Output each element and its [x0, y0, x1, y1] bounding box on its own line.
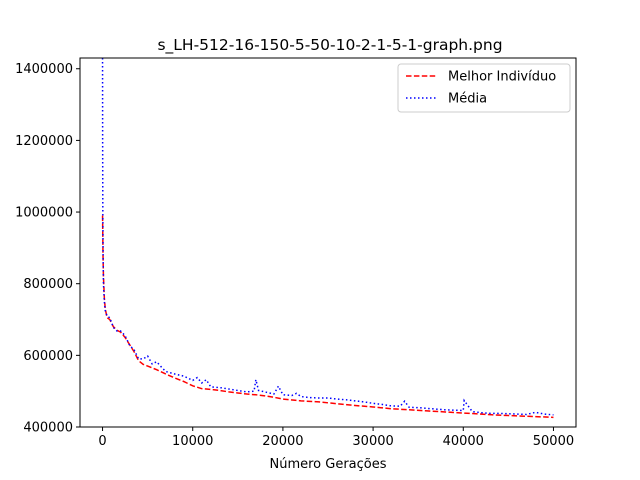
- y-tick-label: 400000: [23, 421, 73, 436]
- plot-area: [101, 57, 554, 419]
- x-axis-label: Número Gerações: [269, 457, 386, 472]
- y-tick-label: 1000000: [15, 206, 73, 221]
- y-tick-label: 800000: [23, 277, 73, 292]
- x-tick-label: 40000: [443, 434, 484, 449]
- x-tick-label: 10000: [172, 434, 213, 449]
- y-tick-label: 1200000: [15, 134, 73, 149]
- chart-title: s_LH-512-16-150-5-50-10-2-1-5-1-graph.pn…: [157, 36, 502, 55]
- legend: Melhor Indivíduo Média: [397, 63, 571, 113]
- x-tick-label: 50000: [533, 434, 574, 449]
- x-tick-label: 20000: [262, 434, 303, 449]
- y-tick-label: 1400000: [15, 62, 73, 77]
- y-tick-label: 600000: [23, 349, 73, 364]
- x-tick-label: 0: [98, 434, 106, 449]
- axes: 0 10000 20000 30000 40000 50000 400000 600000 80…: [15, 57, 577, 449]
- legend-label-1: Melhor Indivíduo: [448, 70, 556, 85]
- legend-box: [397, 63, 571, 113]
- legend-label-2: Média: [448, 92, 487, 107]
- axes-frame: [79, 57, 577, 428]
- x-tick-label: 30000: [352, 434, 393, 449]
